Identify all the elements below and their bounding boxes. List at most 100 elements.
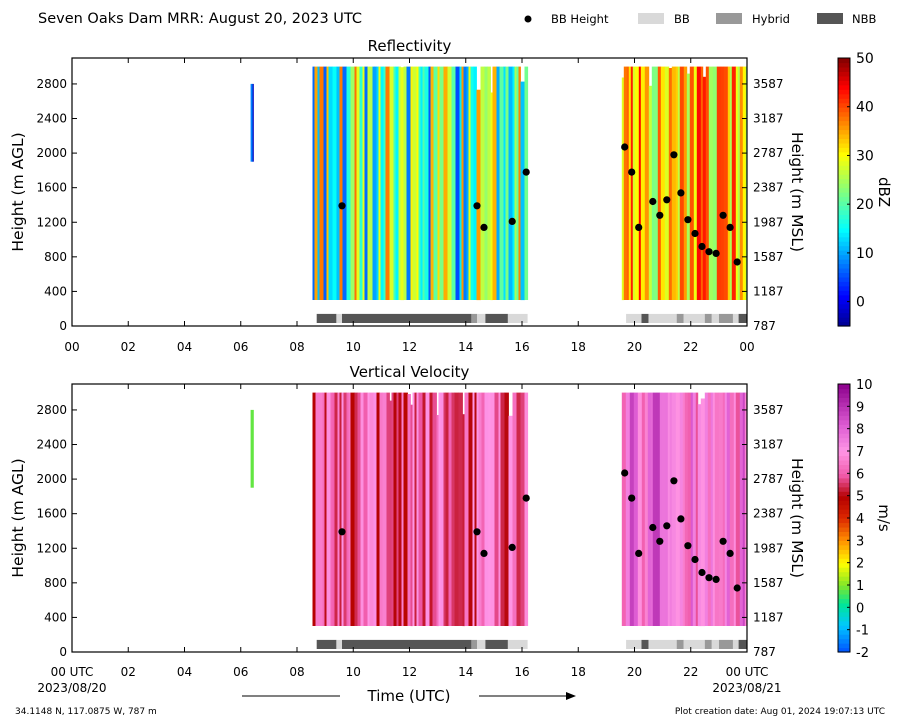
- heatmap-stripe: [684, 392, 689, 626]
- heatmap-stripe: [657, 66, 662, 300]
- heatmap-stripe: [443, 66, 448, 300]
- bb-height-point: [733, 258, 741, 266]
- x-tick-label: 16: [514, 340, 529, 354]
- bb-height-point: [656, 211, 664, 219]
- colorbar-step: [838, 174, 850, 180]
- bb-type-segment-hybrid: [676, 639, 684, 649]
- heatmap-stripe: [664, 66, 670, 300]
- heatmap-stripe: [445, 392, 449, 626]
- colorbar-tick-label: 10: [856, 246, 874, 262]
- reflectivity-colorbar: 0 10 20 30 40 50 dBZ: [837, 51, 893, 327]
- heatmap-stripe: [700, 398, 706, 627]
- bb-height-point: [691, 229, 699, 238]
- heatmap-stripe: [697, 404, 702, 627]
- colorbar-step: [838, 415, 850, 421]
- heatmap-stripe: [644, 392, 649, 626]
- y-tick-label: 2400: [36, 112, 67, 126]
- velocity-heatmap: [250, 392, 748, 627]
- heatmap-stripe: [429, 392, 433, 626]
- heatmap-stripe: [735, 392, 741, 626]
- colorbar-step: [838, 93, 850, 99]
- colorbar-step: [838, 620, 850, 626]
- bb-type-segment-nbb: [485, 313, 508, 323]
- y-tick-label: 0: [59, 319, 67, 333]
- y2-tick-label: 3587: [753, 77, 784, 91]
- heatmap-stripe: [403, 392, 408, 626]
- heatmap-stripe: [455, 66, 460, 300]
- start-date-label: 2023/08/20: [37, 681, 106, 695]
- colorbar-step: [838, 272, 850, 278]
- heatmap-stripe: [416, 392, 419, 626]
- colorbar-step: [838, 611, 850, 617]
- end-date-label: 2023/08/21: [712, 681, 781, 695]
- x-tick-label: 12: [402, 340, 417, 354]
- colorbar-step: [838, 276, 850, 282]
- colorbar-step: [838, 205, 850, 211]
- heatmap-stripe: [499, 66, 504, 300]
- heatmap-stripe: [632, 66, 636, 300]
- colorbar-step: [838, 232, 850, 238]
- colorbar-tick-label: 2: [856, 557, 864, 572]
- colorbar-tick-label: 9: [856, 400, 864, 415]
- y-tick-label: 2000: [36, 146, 67, 160]
- heatmap-stripe: [393, 66, 396, 300]
- heatmap-stripe: [520, 392, 525, 626]
- y-tick-label: 1600: [36, 181, 67, 195]
- heatmap-stripe: [376, 392, 380, 626]
- bb-type-segment-nbb: [342, 639, 472, 649]
- heatmap-stripe: [667, 392, 671, 626]
- heatmap-stripe: [341, 392, 344, 626]
- bb-type-segment-hybrid: [718, 639, 733, 649]
- heatmap-stripe: [623, 66, 628, 300]
- heatmap-stripe: [474, 392, 477, 626]
- heatmap-stripe: [637, 392, 643, 626]
- colorbar-step: [838, 142, 850, 148]
- heatmap-stripe: [516, 392, 521, 626]
- y-tick-label: 1600: [36, 507, 67, 521]
- colorbar-step: [838, 299, 850, 305]
- bb-type-segment-nbb: [738, 313, 747, 323]
- heatmap-stripe: [398, 392, 402, 626]
- x-tick-label: 08: [289, 340, 304, 354]
- bb-height-point: [719, 537, 727, 545]
- legend-label-hybrid: Hybrid: [752, 12, 790, 26]
- heatmap-stripe: [410, 66, 413, 300]
- heatmap-stripe: [692, 392, 697, 626]
- heatmap-stripe: [665, 392, 669, 626]
- colorbar-step: [838, 486, 850, 492]
- y2-tick-label: 1987: [753, 215, 784, 229]
- bb-height-point: [628, 168, 636, 176]
- colorbar-step: [838, 66, 850, 72]
- velocity-bb-type-bar: [316, 639, 747, 649]
- heatmap-stripe: [326, 66, 329, 300]
- heatmap-stripe: [367, 66, 370, 300]
- heatmap-stripe: [389, 400, 392, 627]
- colorbar-step: [838, 602, 850, 608]
- colorbar-step: [838, 321, 850, 327]
- legend-swatch-hybrid: [716, 13, 742, 24]
- heatmap-stripe: [354, 66, 357, 300]
- heatmap-stripe: [383, 66, 386, 300]
- heatmap-stripe: [369, 392, 374, 626]
- colorbar-step: [838, 643, 850, 649]
- bb-type-segment-bb: [711, 313, 719, 323]
- heatmap-stripe: [621, 392, 627, 626]
- heatmap-stripe: [677, 66, 681, 300]
- colorbar-step: [838, 549, 850, 555]
- bb-height-point: [480, 223, 488, 231]
- heatmap-stripe: [459, 66, 462, 300]
- heatmap-stripe: [490, 92, 493, 301]
- y2-tick-label: 3587: [753, 403, 784, 417]
- colorbar-step: [838, 553, 850, 559]
- bb-height-point: [635, 223, 643, 231]
- heatmap-stripe: [644, 66, 650, 300]
- colorbar-step: [838, 129, 850, 135]
- bb-type-segment-bb: [507, 639, 528, 649]
- heatmap-stripe: [343, 392, 347, 626]
- colorbar-step: [838, 89, 850, 95]
- colorbar-step: [838, 236, 850, 242]
- heatmap-stripe: [407, 394, 411, 626]
- x-tick-label: 14: [458, 665, 473, 679]
